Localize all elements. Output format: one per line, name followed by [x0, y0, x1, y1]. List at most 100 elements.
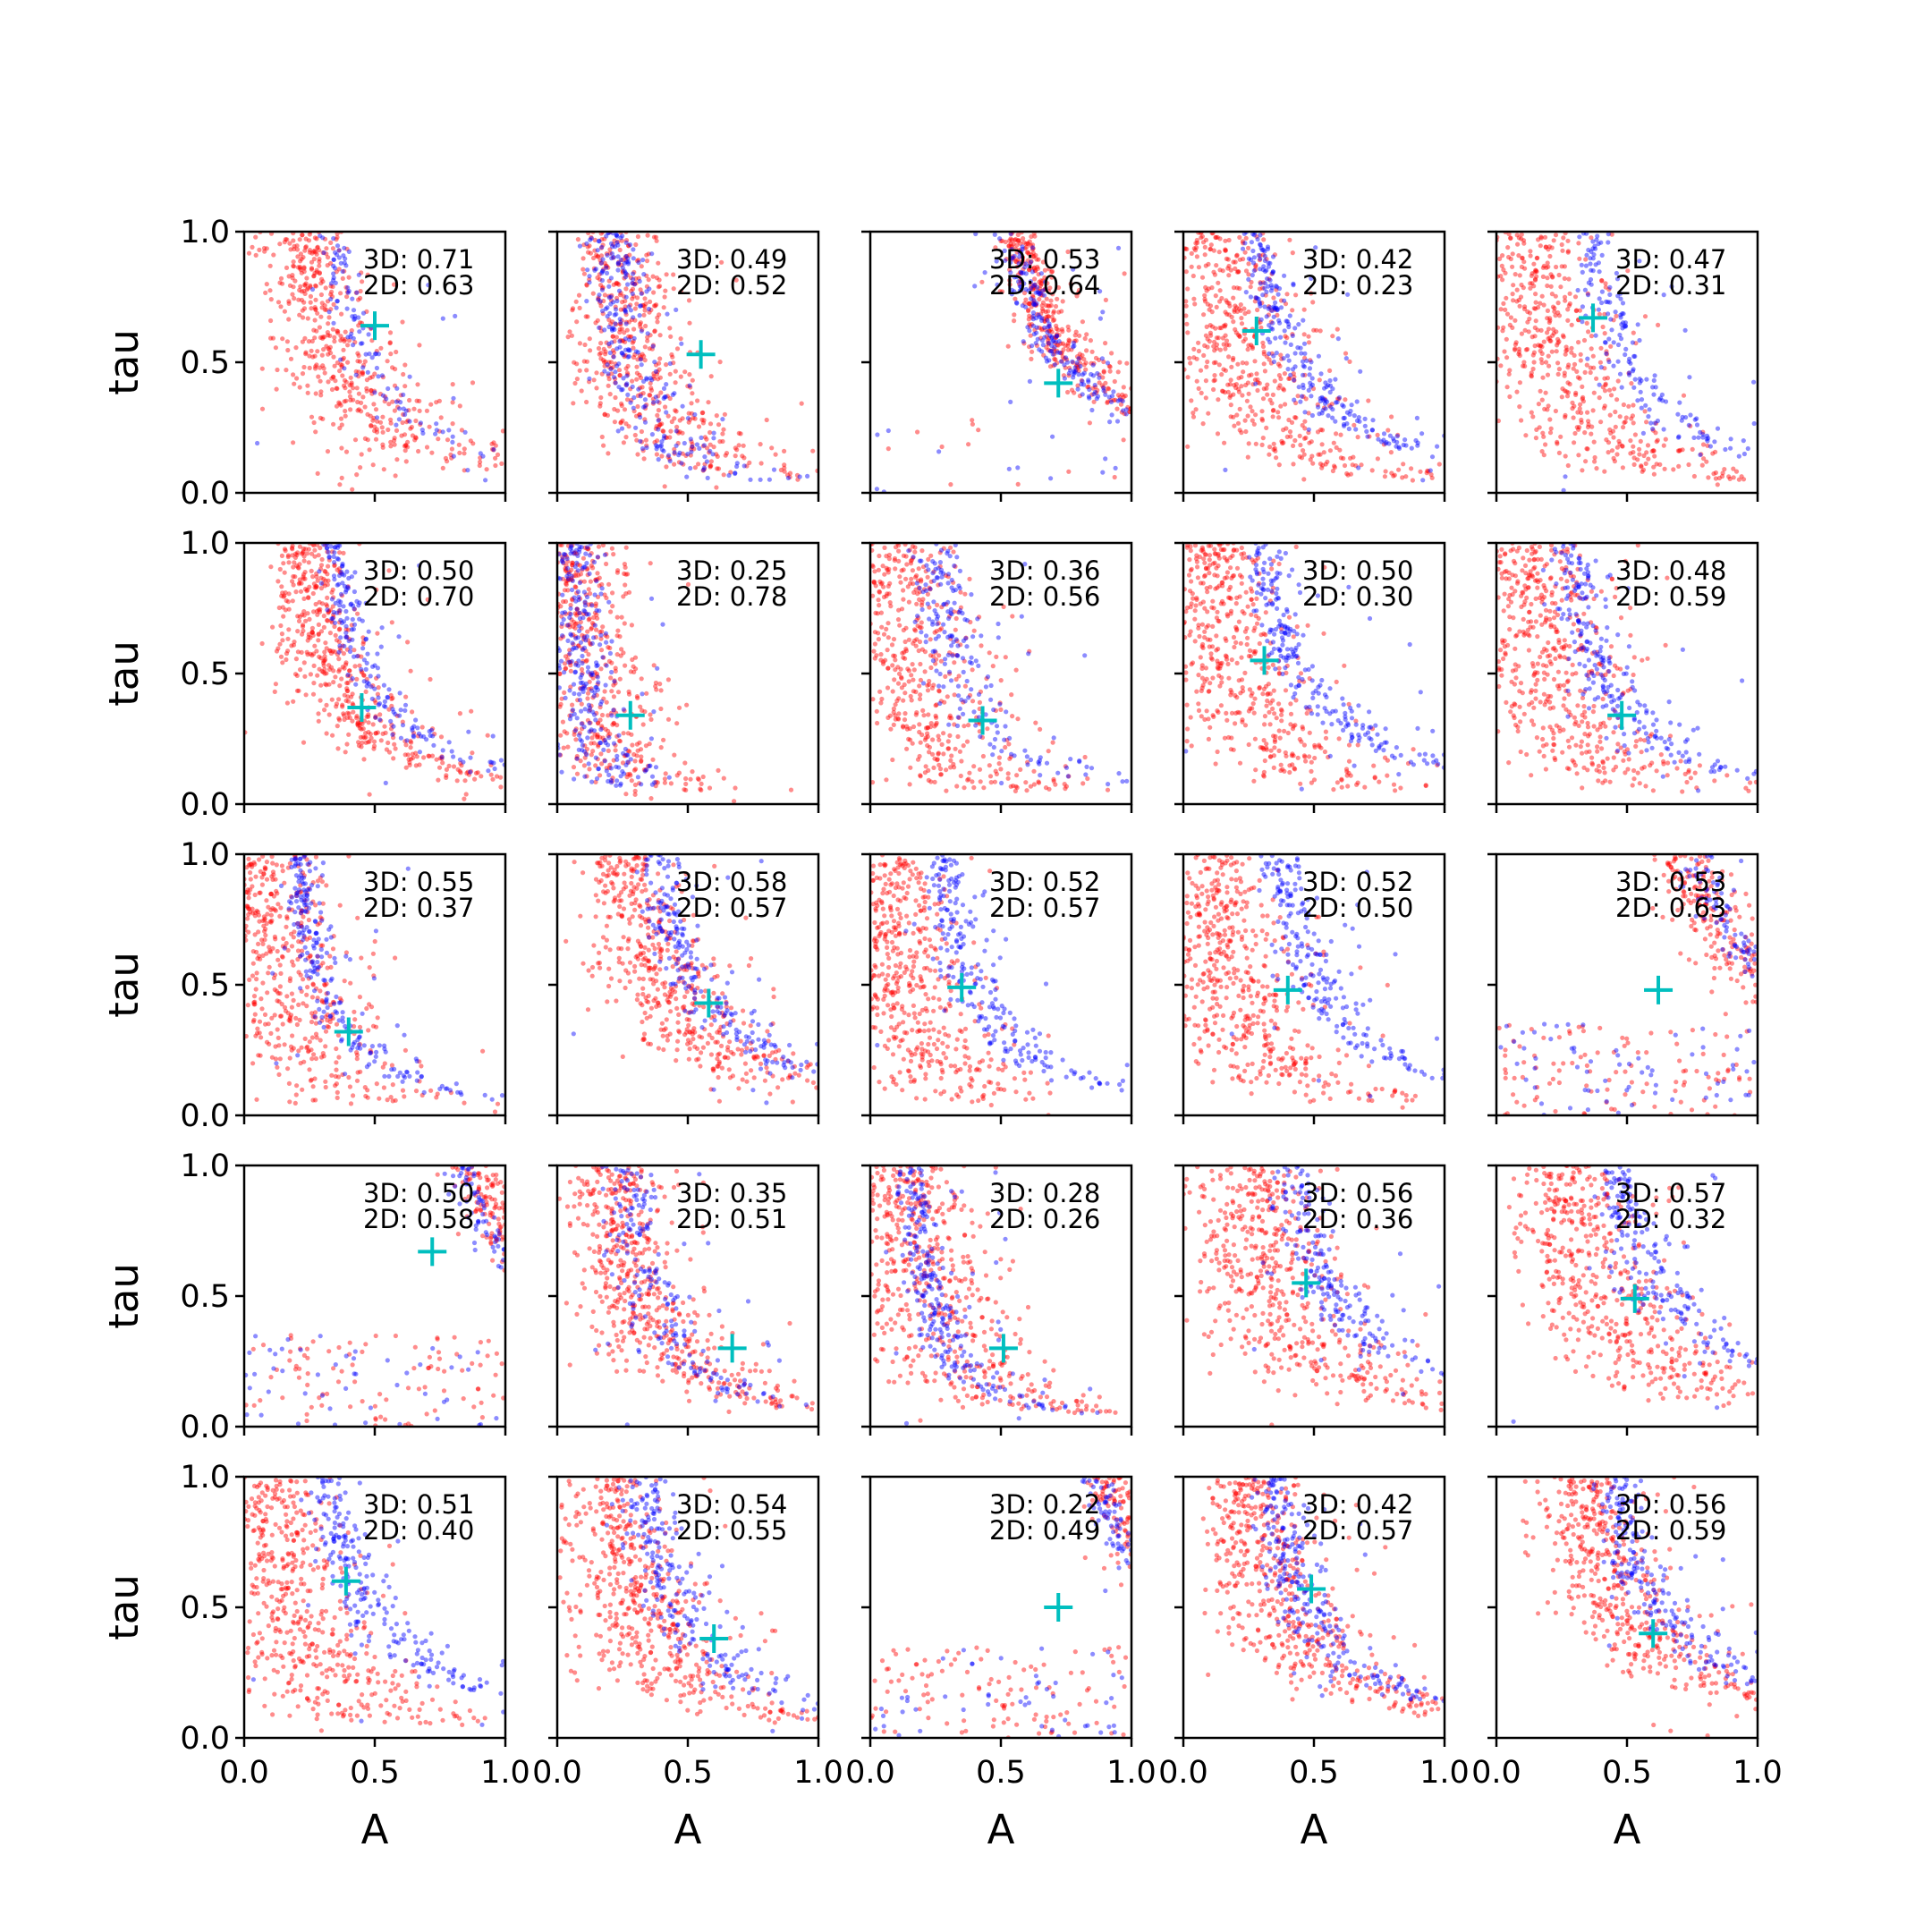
scatter-point-blue — [1009, 287, 1014, 292]
scatter-point-red — [356, 740, 361, 745]
scatter-point-red — [329, 386, 335, 393]
scatter-point-red — [313, 583, 318, 589]
scatter-point-red — [623, 366, 629, 371]
scatter-point-red — [328, 665, 335, 670]
scatter-point-red — [589, 601, 594, 607]
scatter-point-red — [1039, 327, 1045, 333]
scatter-point-blue — [631, 405, 636, 411]
scatter-point-blue — [1302, 410, 1308, 415]
scatter-point-red — [297, 287, 302, 292]
scatter-point-red — [707, 450, 712, 455]
scatter-point-blue — [1016, 261, 1021, 267]
scatter-point-red — [338, 334, 343, 339]
scatter-point-red — [606, 364, 612, 369]
scatter-point-red — [322, 649, 327, 655]
scatter-point-red — [1211, 360, 1216, 366]
scatter-point-red — [360, 721, 365, 727]
scatter-point-red — [325, 549, 330, 555]
scatter-point-blue — [615, 428, 621, 434]
scatter-point-red — [1242, 310, 1248, 317]
scatter-point-blue — [1269, 308, 1275, 313]
scatter-point-red — [672, 462, 677, 467]
scatter-point-red — [945, 739, 951, 744]
scatter-point-red — [336, 267, 342, 272]
scatter-point-blue — [1607, 292, 1613, 297]
scatter-point-blue — [402, 411, 408, 418]
scatter-point-red — [1195, 240, 1200, 246]
scatter-point-blue — [1290, 333, 1295, 338]
scatter-point-blue — [343, 634, 349, 640]
scatter-point-red — [1514, 233, 1520, 238]
scatter-point-blue — [615, 242, 621, 248]
scatter-point-red — [740, 453, 745, 459]
scatter-point-red — [642, 709, 648, 715]
scatter-point-red — [572, 380, 578, 386]
scatter-point-blue — [1386, 441, 1392, 446]
scatter-point-red — [1216, 362, 1222, 368]
scatter-point-red — [1192, 301, 1198, 307]
scatter-point-red — [634, 258, 640, 264]
scatter-point-red — [1582, 369, 1588, 375]
scatter-point-red — [344, 686, 350, 691]
scatter-point-red — [1115, 393, 1121, 398]
scatter-point-blue — [609, 256, 614, 261]
scatter-point-red — [569, 333, 575, 338]
scatter-point-blue — [413, 717, 419, 723]
scatter-point-blue — [586, 612, 591, 617]
scatter-point-red — [630, 296, 635, 301]
scatter-point-blue — [606, 599, 612, 605]
scatter-point-red — [595, 757, 600, 762]
scatter-point-red — [1231, 414, 1236, 419]
scatter-point-blue — [363, 600, 369, 606]
panel-points — [1496, 232, 1757, 493]
scatter-point-blue — [682, 440, 687, 446]
scatter-point-red — [1103, 380, 1108, 386]
scatter-point-blue — [741, 463, 747, 469]
scatter-point-blue — [1592, 246, 1598, 251]
scatter-point-red — [1539, 293, 1545, 299]
scatter-point-red — [1077, 394, 1082, 399]
scatter-point-blue — [665, 311, 670, 317]
scatter-point-red — [581, 633, 588, 640]
scatter-point-red — [1227, 382, 1233, 387]
scatter-point-blue — [1042, 279, 1048, 284]
scatter-point-blue — [1296, 385, 1301, 390]
scatter-point-blue — [1661, 292, 1666, 298]
scatter-point-red — [576, 643, 581, 648]
scatter-point-red — [1528, 281, 1533, 286]
scatter-point-red — [389, 696, 394, 702]
scatter-point-blue — [1301, 372, 1306, 377]
scatter-point-red — [617, 247, 623, 253]
scatter-point-red — [1214, 234, 1219, 240]
scatter-point-blue — [620, 233, 625, 239]
scatter-point-blue — [874, 487, 880, 492]
scatter-point-red — [623, 339, 628, 344]
y-axis-label: tau — [100, 640, 148, 707]
scatter-point-red — [1289, 419, 1295, 425]
scatter-point-blue — [345, 586, 351, 591]
scatter-point-red — [620, 338, 625, 343]
scatter-point-red — [320, 279, 326, 284]
scatter-point-blue — [1401, 442, 1406, 448]
scatter-point-red — [408, 668, 413, 674]
scatter-point-blue — [642, 768, 648, 774]
scatter-point-red — [602, 412, 607, 418]
scatter-point-red — [1205, 359, 1210, 365]
scatter-point-red — [1287, 237, 1292, 242]
scatter-point-red — [638, 375, 644, 380]
scatter-point-red — [1651, 471, 1657, 477]
scatter-point-red — [641, 767, 648, 773]
scatter-point-blue — [1274, 351, 1279, 356]
scatter-point-red — [493, 462, 498, 469]
scatter-point-red — [1005, 771, 1011, 776]
scatter-point-red — [1238, 302, 1243, 308]
scatter-point-blue — [559, 558, 564, 564]
scatter-point-blue — [586, 708, 591, 714]
scatter-point-red — [1252, 359, 1258, 364]
scatter-point-blue — [1623, 320, 1628, 326]
scatter-point-red — [324, 251, 329, 257]
scatter-point-red — [589, 686, 594, 691]
scatter-point-red — [1630, 413, 1635, 419]
scatter-point-red — [564, 555, 570, 560]
scatter-point-red — [1582, 430, 1588, 436]
